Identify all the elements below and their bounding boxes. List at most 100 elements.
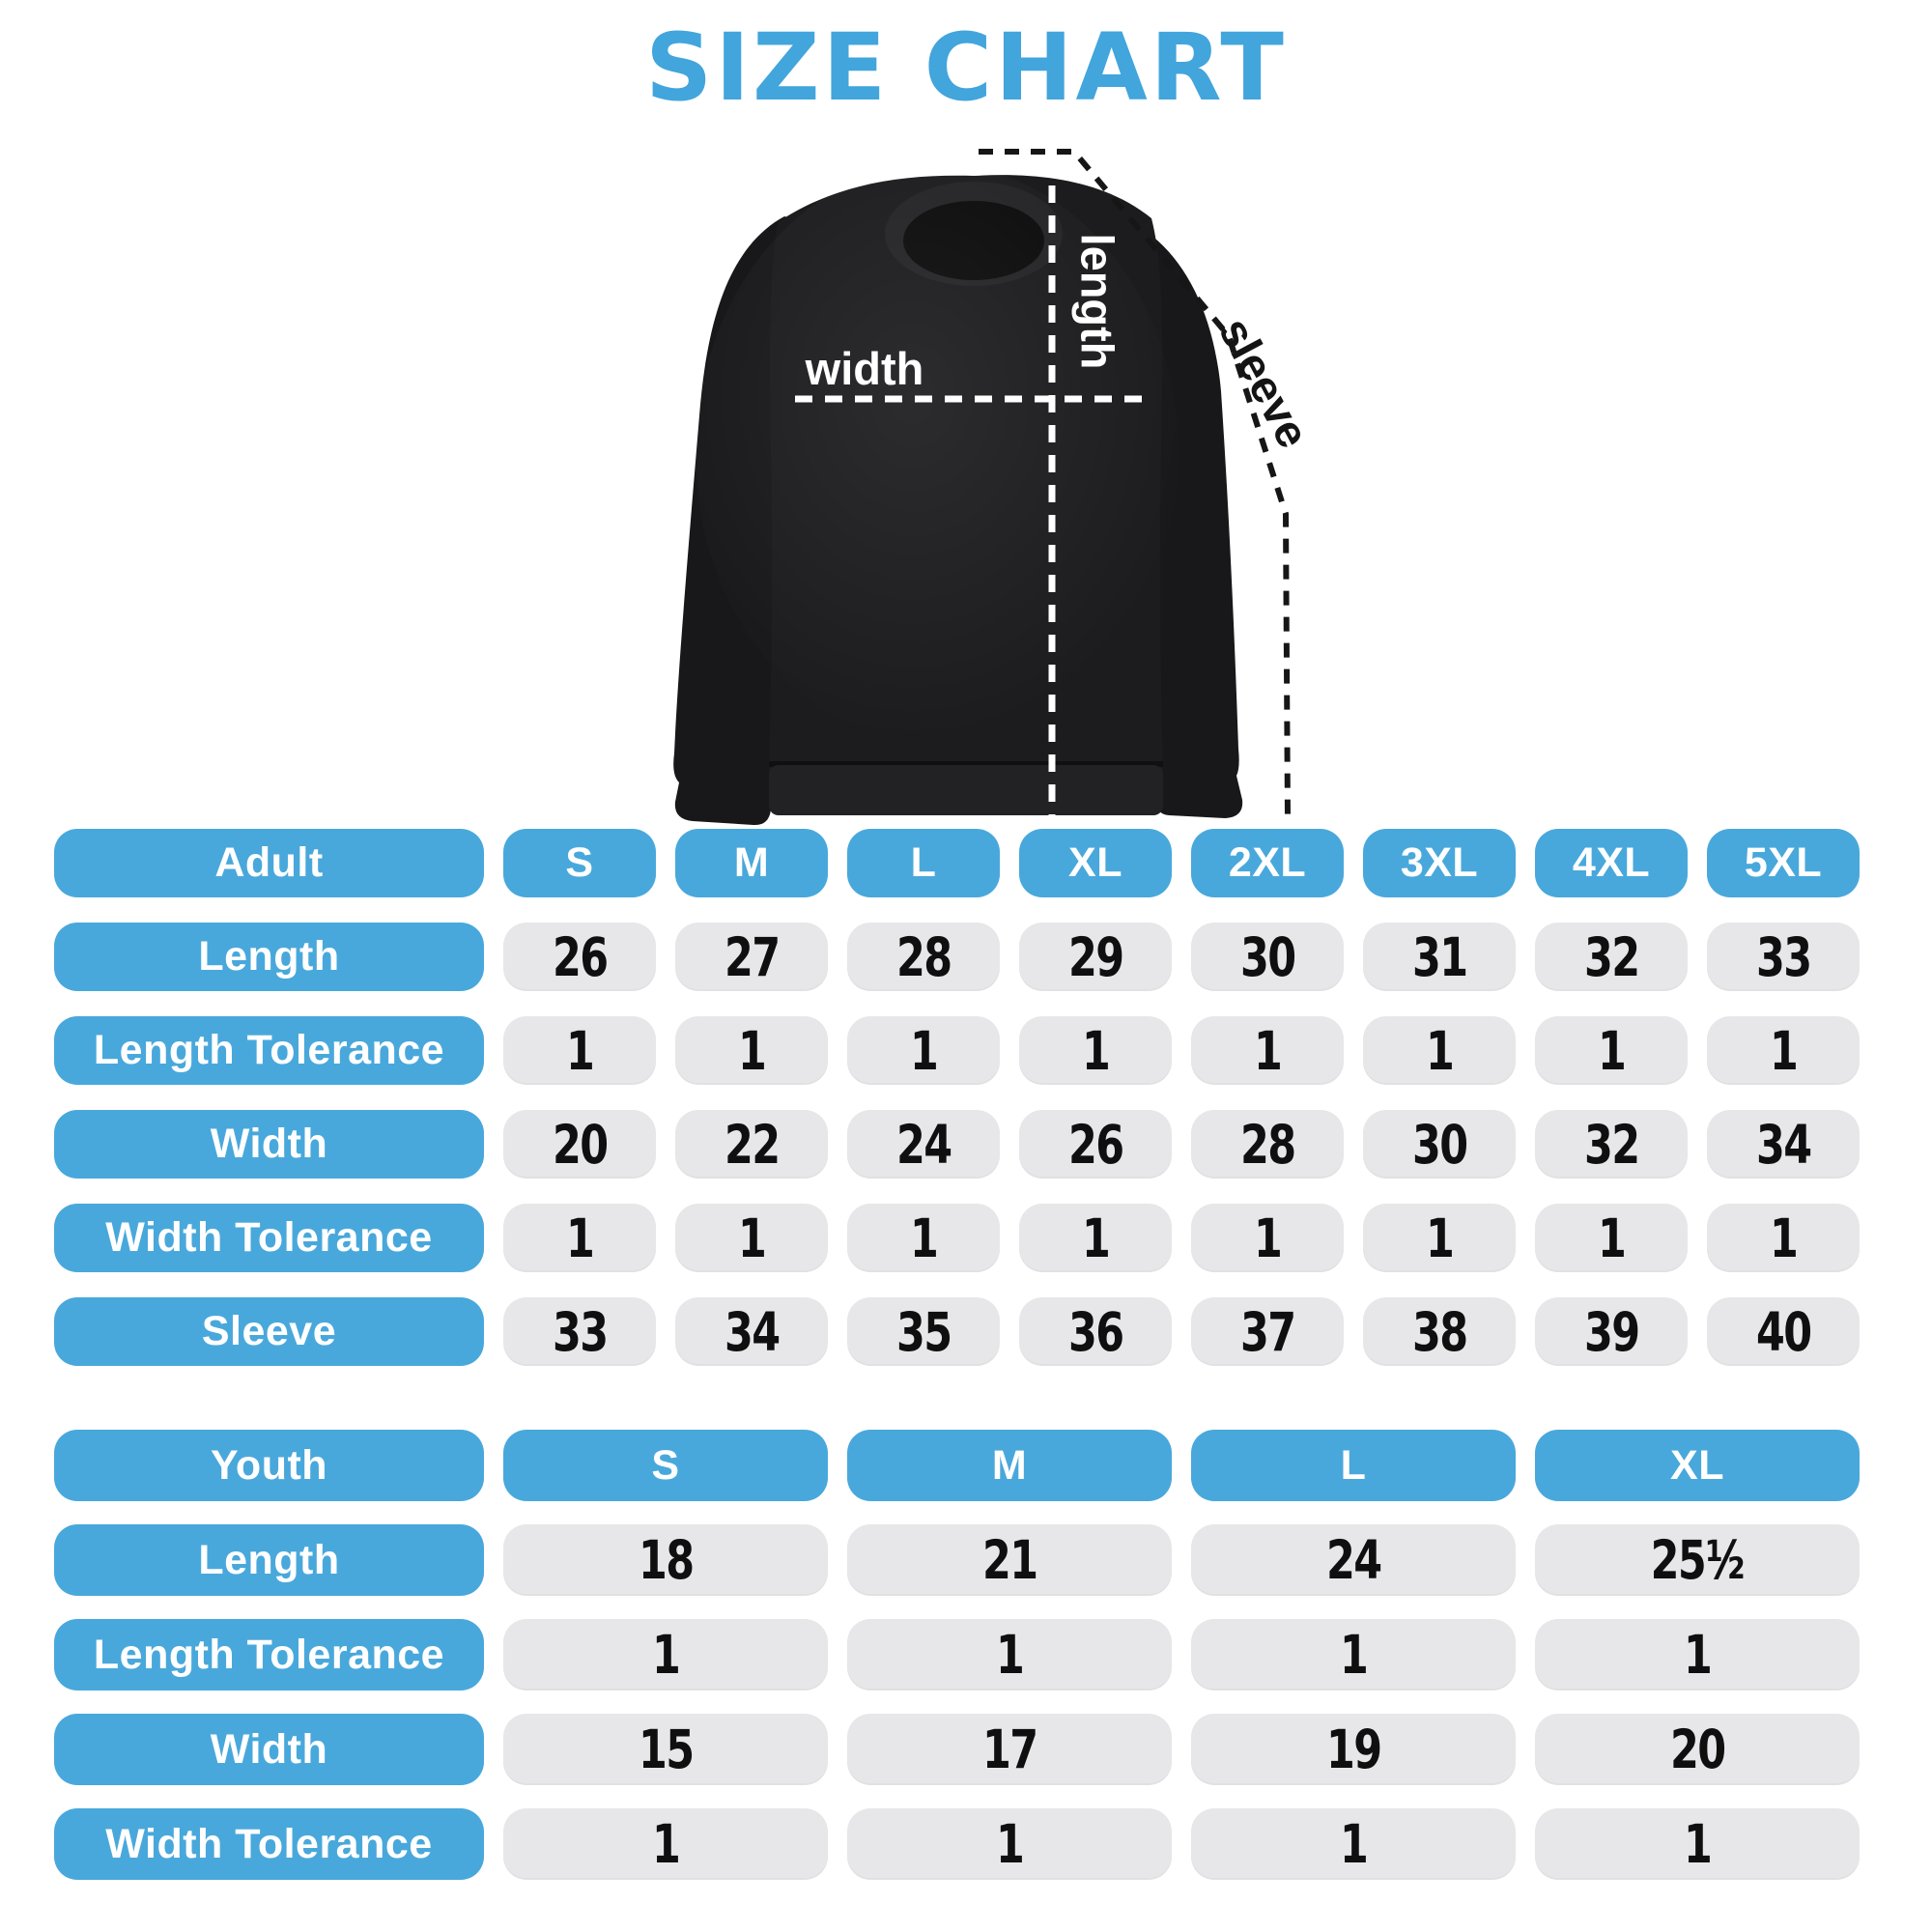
value-text: 1 bbox=[565, 1019, 595, 1082]
value-cell: 1 bbox=[1707, 1016, 1860, 1085]
value-text: 29 bbox=[1067, 925, 1124, 988]
value-cell: 20 bbox=[503, 1110, 656, 1179]
row-label-pill: Width Tolerance bbox=[54, 1204, 484, 1272]
value-text: 20 bbox=[1669, 1719, 1726, 1780]
value-text: 38 bbox=[1411, 1300, 1468, 1363]
value-cell: 18 bbox=[503, 1524, 828, 1596]
value-text: 30 bbox=[1411, 1113, 1468, 1176]
size-header-pill: S bbox=[503, 829, 656, 897]
size-header-pill: 3XL bbox=[1363, 829, 1516, 897]
row-label-pill: Length bbox=[54, 923, 484, 991]
size-header-pill: S bbox=[503, 1430, 828, 1501]
sweatshirt-highlight bbox=[696, 164, 1179, 744]
value-cell: 1 bbox=[1019, 1204, 1172, 1272]
sweatshirt-figure: length width sleeve bbox=[580, 126, 1352, 840]
value-cell: 28 bbox=[1191, 1110, 1344, 1179]
value-cell: 1 bbox=[847, 1204, 1000, 1272]
value-text: 26 bbox=[552, 925, 609, 988]
length-label: length bbox=[1072, 234, 1123, 370]
value-text: 1 bbox=[1597, 1019, 1627, 1082]
value-cell: 34 bbox=[1707, 1110, 1860, 1179]
table-title-pill: Adult bbox=[54, 829, 484, 897]
value-text: 28 bbox=[895, 925, 952, 988]
value-cell: 15 bbox=[503, 1714, 828, 1785]
youth-size-table: Youth S M L XL Length 18 21 24 25¹⁄₂ Length Tolera… bbox=[54, 1430, 1860, 1880]
value-text: 1 bbox=[565, 1207, 595, 1269]
value-cell: 1 bbox=[1191, 1808, 1516, 1880]
value-cell: 1 bbox=[503, 1808, 828, 1880]
value-cell: 37 bbox=[1191, 1297, 1344, 1366]
sweatshirt-hem bbox=[769, 761, 1163, 767]
value-text: 1 bbox=[1339, 1624, 1369, 1686]
value-text: 32 bbox=[1583, 1113, 1640, 1176]
sleeve-label: sleeve bbox=[1209, 309, 1320, 456]
value-text: 39 bbox=[1583, 1300, 1640, 1363]
value-text: 1 bbox=[1769, 1019, 1799, 1082]
value-text: 22 bbox=[724, 1113, 781, 1176]
value-text: 34 bbox=[1755, 1113, 1812, 1176]
value-text: 19 bbox=[1325, 1719, 1382, 1780]
value-text: 1 bbox=[651, 1624, 681, 1686]
size-header-pill: 2XL bbox=[1191, 829, 1344, 897]
value-text: 32 bbox=[1583, 925, 1640, 988]
sweatshirt-diagram: length width sleeve bbox=[673, 149, 1320, 826]
value-cell: 36 bbox=[1019, 1297, 1172, 1366]
value-text: 26 bbox=[1067, 1113, 1124, 1176]
row-label-pill: Sleeve bbox=[54, 1297, 484, 1366]
row-label-pill: Length Tolerance bbox=[54, 1619, 484, 1690]
value-text: 17 bbox=[981, 1719, 1038, 1780]
value-text: 1 bbox=[1425, 1207, 1455, 1269]
value-cell: 19 bbox=[1191, 1714, 1516, 1785]
value-text: 33 bbox=[1755, 925, 1812, 988]
value-cell: 1 bbox=[503, 1016, 656, 1085]
value-text: 15 bbox=[638, 1719, 695, 1780]
value-cell: 25¹⁄₂ bbox=[1535, 1524, 1860, 1596]
value-cell: 1 bbox=[675, 1016, 828, 1085]
value-text: 1 bbox=[995, 1624, 1025, 1686]
value-cell: 1 bbox=[1535, 1619, 1860, 1690]
value-cell: 39 bbox=[1535, 1297, 1688, 1366]
value-text: 36 bbox=[1067, 1300, 1124, 1363]
value-text: 25¹⁄₂ bbox=[1650, 1529, 1746, 1591]
value-text: 1 bbox=[737, 1019, 767, 1082]
value-cell: 21 bbox=[847, 1524, 1172, 1596]
value-text: 28 bbox=[1239, 1113, 1296, 1176]
value-cell: 1 bbox=[1363, 1204, 1516, 1272]
value-text: 1 bbox=[1769, 1207, 1799, 1269]
value-text: 33 bbox=[552, 1300, 609, 1363]
value-text: 1 bbox=[1683, 1813, 1713, 1875]
value-cell: 1 bbox=[1363, 1016, 1516, 1085]
value-cell: 24 bbox=[847, 1110, 1000, 1179]
value-cell: 1 bbox=[847, 1619, 1172, 1690]
size-header-pill: L bbox=[847, 829, 1000, 897]
value-text: 1 bbox=[1683, 1624, 1713, 1686]
value-cell: 30 bbox=[1191, 923, 1344, 991]
row-label-pill: Width bbox=[54, 1110, 484, 1179]
value-cell: 33 bbox=[1707, 923, 1860, 991]
value-cell: 33 bbox=[503, 1297, 656, 1366]
value-cell: 32 bbox=[1535, 1110, 1688, 1179]
value-text: 24 bbox=[1325, 1529, 1382, 1591]
value-cell: 27 bbox=[675, 923, 828, 991]
value-text: 1 bbox=[737, 1207, 767, 1269]
row-label-pill: Width Tolerance bbox=[54, 1808, 484, 1880]
sweatshirt-hem-band bbox=[769, 765, 1163, 815]
value-text: 35 bbox=[895, 1300, 952, 1363]
value-cell: 26 bbox=[503, 923, 656, 991]
value-text: 1 bbox=[1253, 1207, 1283, 1269]
size-header-pill: M bbox=[675, 829, 828, 897]
value-cell: 32 bbox=[1535, 923, 1688, 991]
value-text: 27 bbox=[724, 925, 781, 988]
value-text: 1 bbox=[1425, 1019, 1455, 1082]
value-cell: 1 bbox=[847, 1808, 1172, 1880]
value-text: 40 bbox=[1755, 1300, 1812, 1363]
value-cell: 1 bbox=[847, 1016, 1000, 1085]
value-text: 1 bbox=[1597, 1207, 1627, 1269]
value-text: 34 bbox=[724, 1300, 781, 1363]
value-cell: 1 bbox=[1535, 1204, 1688, 1272]
value-cell: 22 bbox=[675, 1110, 828, 1179]
size-header-pill: 5XL bbox=[1707, 829, 1860, 897]
value-text: 18 bbox=[638, 1529, 695, 1591]
value-cell: 34 bbox=[675, 1297, 828, 1366]
row-label-pill: Width bbox=[54, 1714, 484, 1785]
